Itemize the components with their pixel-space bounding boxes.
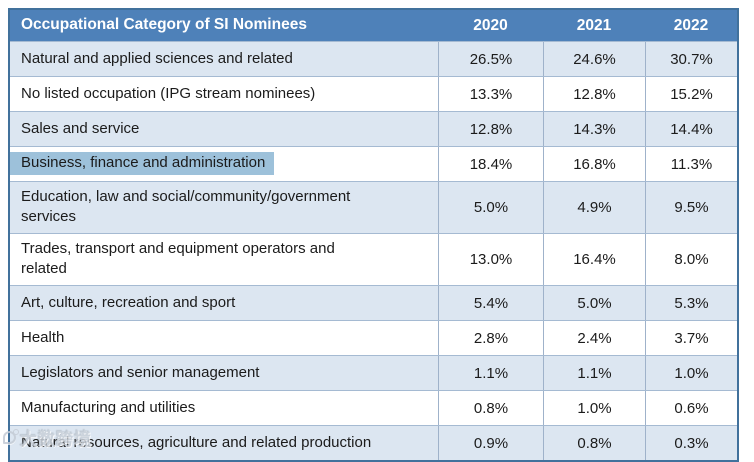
value-2022: 15.2% bbox=[645, 77, 737, 111]
category-label: Manufacturing and utilities bbox=[21, 398, 196, 416]
value-2020: 5.0% bbox=[438, 182, 543, 233]
value-2022: 0.6% bbox=[645, 391, 737, 425]
table-body: Natural and applied sciences and related… bbox=[10, 41, 737, 460]
table-row: Education, law and social/community/gove… bbox=[10, 181, 737, 233]
value-2022: 11.3% bbox=[645, 147, 737, 181]
value-2021: 5.0% bbox=[543, 286, 645, 320]
value-2021: 0.8% bbox=[543, 426, 645, 460]
category-label: No listed occupation (IPG stream nominee… bbox=[21, 84, 316, 102]
value-2022: 1.0% bbox=[645, 356, 737, 390]
category-label: Trades, transport and equipment operator… bbox=[21, 240, 335, 277]
value-2021: 4.9% bbox=[543, 182, 645, 233]
value-2020: 2.8% bbox=[438, 321, 543, 355]
category-cell: Legislators and senior management bbox=[10, 356, 438, 390]
value-2020: 18.4% bbox=[438, 147, 543, 181]
category-cell: Manufacturing and utilities bbox=[10, 391, 438, 425]
category-cell: Health bbox=[10, 321, 438, 355]
category-label: Natural and applied sciences and related bbox=[21, 49, 293, 67]
value-2020: 1.1% bbox=[438, 356, 543, 390]
table-row: Sales and service 12.8% 14.3% 14.4% bbox=[10, 111, 737, 146]
value-2020: 0.9% bbox=[438, 426, 543, 460]
table-row: Trades, transport and equipment operator… bbox=[10, 233, 737, 285]
value-2022: 9.5% bbox=[645, 182, 737, 233]
value-2022: 8.0% bbox=[645, 234, 737, 285]
header-year-2021: 2021 bbox=[576, 16, 612, 34]
category-label: Education, law and social/community/gove… bbox=[21, 188, 351, 225]
category-cell: Business, finance and administration bbox=[10, 147, 438, 181]
category-label: Art, culture, recreation and sport bbox=[21, 293, 236, 311]
table-row: Health 2.8% 2.4% 3.7% bbox=[10, 320, 737, 355]
table-row: No listed occupation (IPG stream nominee… bbox=[10, 76, 737, 111]
table-row: Legislators and senior management 1.1% 1… bbox=[10, 355, 737, 390]
category-cell: Sales and service bbox=[10, 112, 438, 146]
header-year-2020: 2020 bbox=[473, 16, 508, 34]
header-category: Occupational Category of SI Nominees bbox=[21, 16, 307, 33]
category-label: Natural resources, agriculture and relat… bbox=[21, 433, 372, 451]
table-header-row: Occupational Category of SI Nominees 202… bbox=[10, 10, 737, 41]
value-2021: 14.3% bbox=[543, 112, 645, 146]
category-label: Health bbox=[21, 328, 65, 346]
category-cell: Natural resources, agriculture and relat… bbox=[10, 426, 438, 460]
value-2021: 1.1% bbox=[543, 356, 645, 390]
value-2021: 2.4% bbox=[543, 321, 645, 355]
value-2020: 13.0% bbox=[438, 234, 543, 285]
value-2020: 0.8% bbox=[438, 391, 543, 425]
category-cell: Natural and applied sciences and related bbox=[10, 42, 438, 76]
category-label: Legislators and senior management bbox=[21, 363, 260, 381]
value-2021: 24.6% bbox=[543, 42, 645, 76]
category-cell: Art, culture, recreation and sport bbox=[10, 286, 438, 320]
value-2022: 3.7% bbox=[645, 321, 737, 355]
value-2020: 12.8% bbox=[438, 112, 543, 146]
category-cell: Education, law and social/community/gove… bbox=[10, 182, 438, 233]
value-2021: 1.0% bbox=[543, 391, 645, 425]
value-2020: 5.4% bbox=[438, 286, 543, 320]
value-2022: 30.7% bbox=[645, 42, 737, 76]
value-2021: 12.8% bbox=[543, 77, 645, 111]
table-row: Manufacturing and utilities 0.8% 1.0% 0.… bbox=[10, 390, 737, 425]
value-2021: 16.8% bbox=[543, 147, 645, 181]
table-row: Natural resources, agriculture and relat… bbox=[10, 425, 737, 460]
category-label: Sales and service bbox=[21, 119, 140, 137]
header-year-2022: 2022 bbox=[673, 16, 709, 34]
table-row: Business, finance and administration 18.… bbox=[10, 146, 737, 181]
table-row: Natural and applied sciences and related… bbox=[10, 41, 737, 76]
category-cell: No listed occupation (IPG stream nominee… bbox=[10, 77, 438, 111]
value-2022: 14.4% bbox=[645, 112, 737, 146]
category-cell: Trades, transport and equipment operator… bbox=[10, 234, 438, 285]
table-row: Art, culture, recreation and sport 5.4% … bbox=[10, 285, 737, 320]
value-2022: 0.3% bbox=[645, 426, 737, 460]
nominees-table: Occupational Category of SI Nominees 202… bbox=[8, 8, 739, 462]
value-2021: 16.4% bbox=[543, 234, 645, 285]
value-2020: 26.5% bbox=[438, 42, 543, 76]
value-2022: 5.3% bbox=[645, 286, 737, 320]
value-2020: 13.3% bbox=[438, 77, 543, 111]
category-label: Business, finance and administration bbox=[10, 152, 275, 175]
